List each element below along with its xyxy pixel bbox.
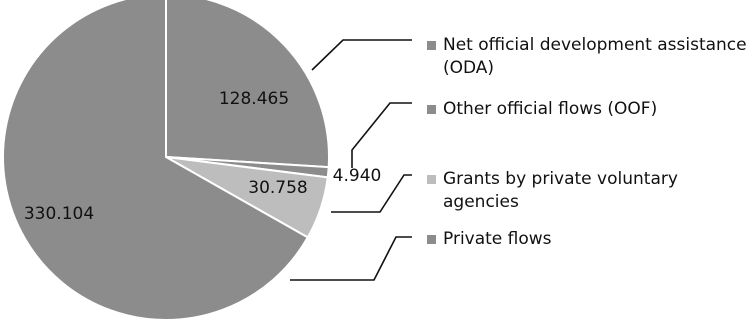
legend-label-grants: agencies [443, 192, 519, 212]
pie-slices [2, 0, 330, 321]
pie-slice-oda [165, 0, 330, 169]
data-label-oof: 4.940 [333, 166, 382, 186]
legend-swatch-grants [427, 175, 436, 184]
leader-line-oof [351, 102, 412, 168]
pie-slice-private-flows [2, 0, 310, 321]
leader-line-oda [311, 39, 412, 71]
leader-line-grants [331, 174, 412, 213]
leader-line-private-flows [290, 236, 412, 281]
legend-label-private-flows: Private flows [443, 229, 552, 249]
leader-lines [290, 39, 412, 281]
data-labels: 128.465 4.940 30.758 330.104 [24, 89, 381, 224]
data-label-oda: 128.465 [219, 89, 289, 109]
legend-swatch-oda [427, 41, 436, 50]
legend-label-oda: (ODA) [443, 58, 494, 78]
data-label-private-flows: 330.104 [24, 204, 94, 224]
legend-label-oda: Net official development assistance [443, 35, 747, 55]
legend-swatch-private-flows [427, 235, 436, 244]
legend-label-oof: Other official flows (OOF) [443, 99, 657, 119]
data-label-grants: 30.758 [248, 178, 307, 198]
legend-label-grants: Grants by private voluntary [443, 169, 678, 189]
legend-swatch-oof [427, 105, 436, 114]
legend: Net official development assistance (ODA)… [427, 35, 747, 249]
